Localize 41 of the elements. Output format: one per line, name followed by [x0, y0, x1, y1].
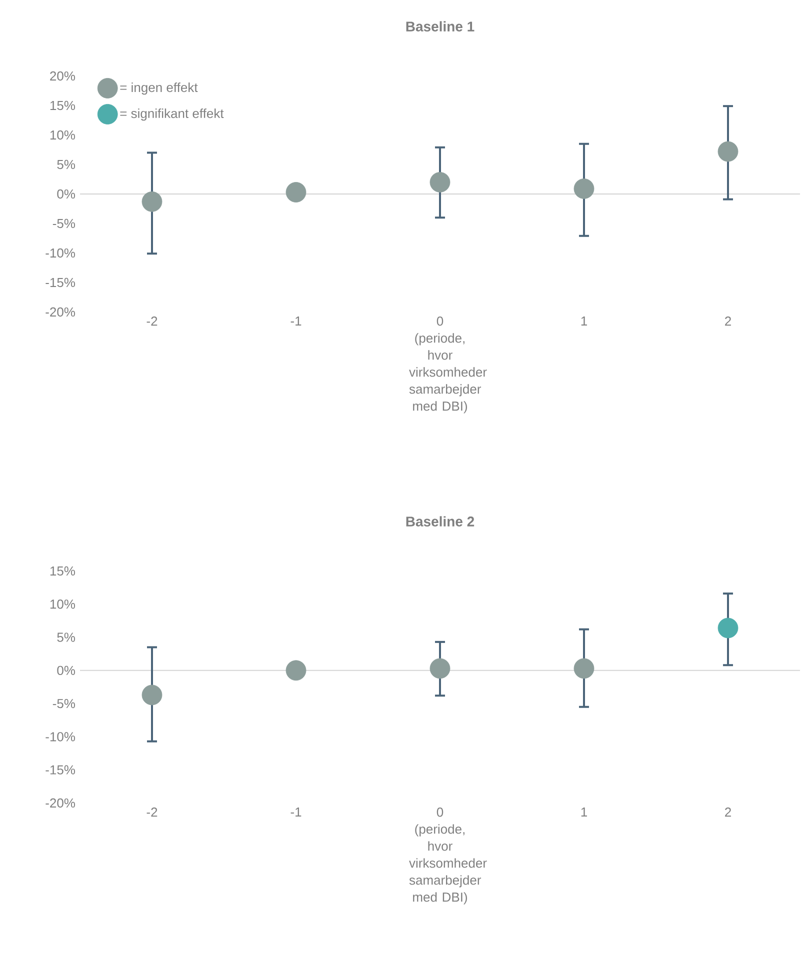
chart-title: Baseline 2 — [406, 516, 474, 526]
point — [286, 660, 306, 681]
x-tick-label: 1 — [581, 316, 587, 326]
y-tick-label: 10% — [50, 130, 76, 140]
point — [286, 182, 306, 202]
point — [574, 178, 594, 199]
y-tick-label: 5% — [57, 160, 76, 170]
y-tick-label: -5% — [52, 699, 76, 708]
point — [718, 141, 738, 162]
y-tick-label: 15% — [50, 566, 76, 576]
x-tick-label: 0 (periode, hvor virksomheder samarbejder med DBI) — [409, 316, 487, 414]
y-tick-label: 5% — [57, 632, 76, 642]
y-tick-label: -20% — [46, 798, 76, 808]
x-tick-label: -1 — [290, 808, 302, 816]
legend-label: = ingen effekt — [120, 82, 198, 95]
point — [430, 172, 450, 192]
y-tick-label: -20% — [46, 307, 76, 317]
point — [430, 658, 450, 679]
x-tick-label: -1 — [290, 316, 302, 326]
x-tick-label: 0 (periode, hvor virksomheder samarbejder med DBI) — [409, 808, 487, 904]
y-tick-label: -15% — [46, 765, 76, 774]
point — [718, 618, 738, 638]
x-tick-label: 2 — [725, 808, 731, 817]
y-tick-label: 0% — [57, 666, 76, 676]
y-tick-label: -15% — [46, 278, 76, 288]
y-tick-label: 15% — [50, 100, 76, 110]
y-tick-label: 0% — [57, 189, 76, 199]
x-tick-label: -2 — [146, 316, 158, 326]
chart-title: Baseline 1 — [406, 21, 474, 32]
y-tick-label: -5% — [52, 218, 76, 228]
x-tick-label: 2 — [725, 316, 731, 326]
y-tick-label: 10% — [50, 600, 76, 609]
point — [142, 684, 162, 706]
point — [142, 191, 162, 212]
point — [574, 658, 594, 679]
x-tick-label: -2 — [146, 808, 158, 817]
x-tick-label: 1 — [581, 808, 587, 816]
legend-label: = signifikant effekt — [120, 108, 224, 121]
y-tick-label: -10% — [46, 248, 76, 258]
y-tick-label: -10% — [46, 732, 76, 742]
y-tick-label: 20% — [50, 71, 76, 81]
